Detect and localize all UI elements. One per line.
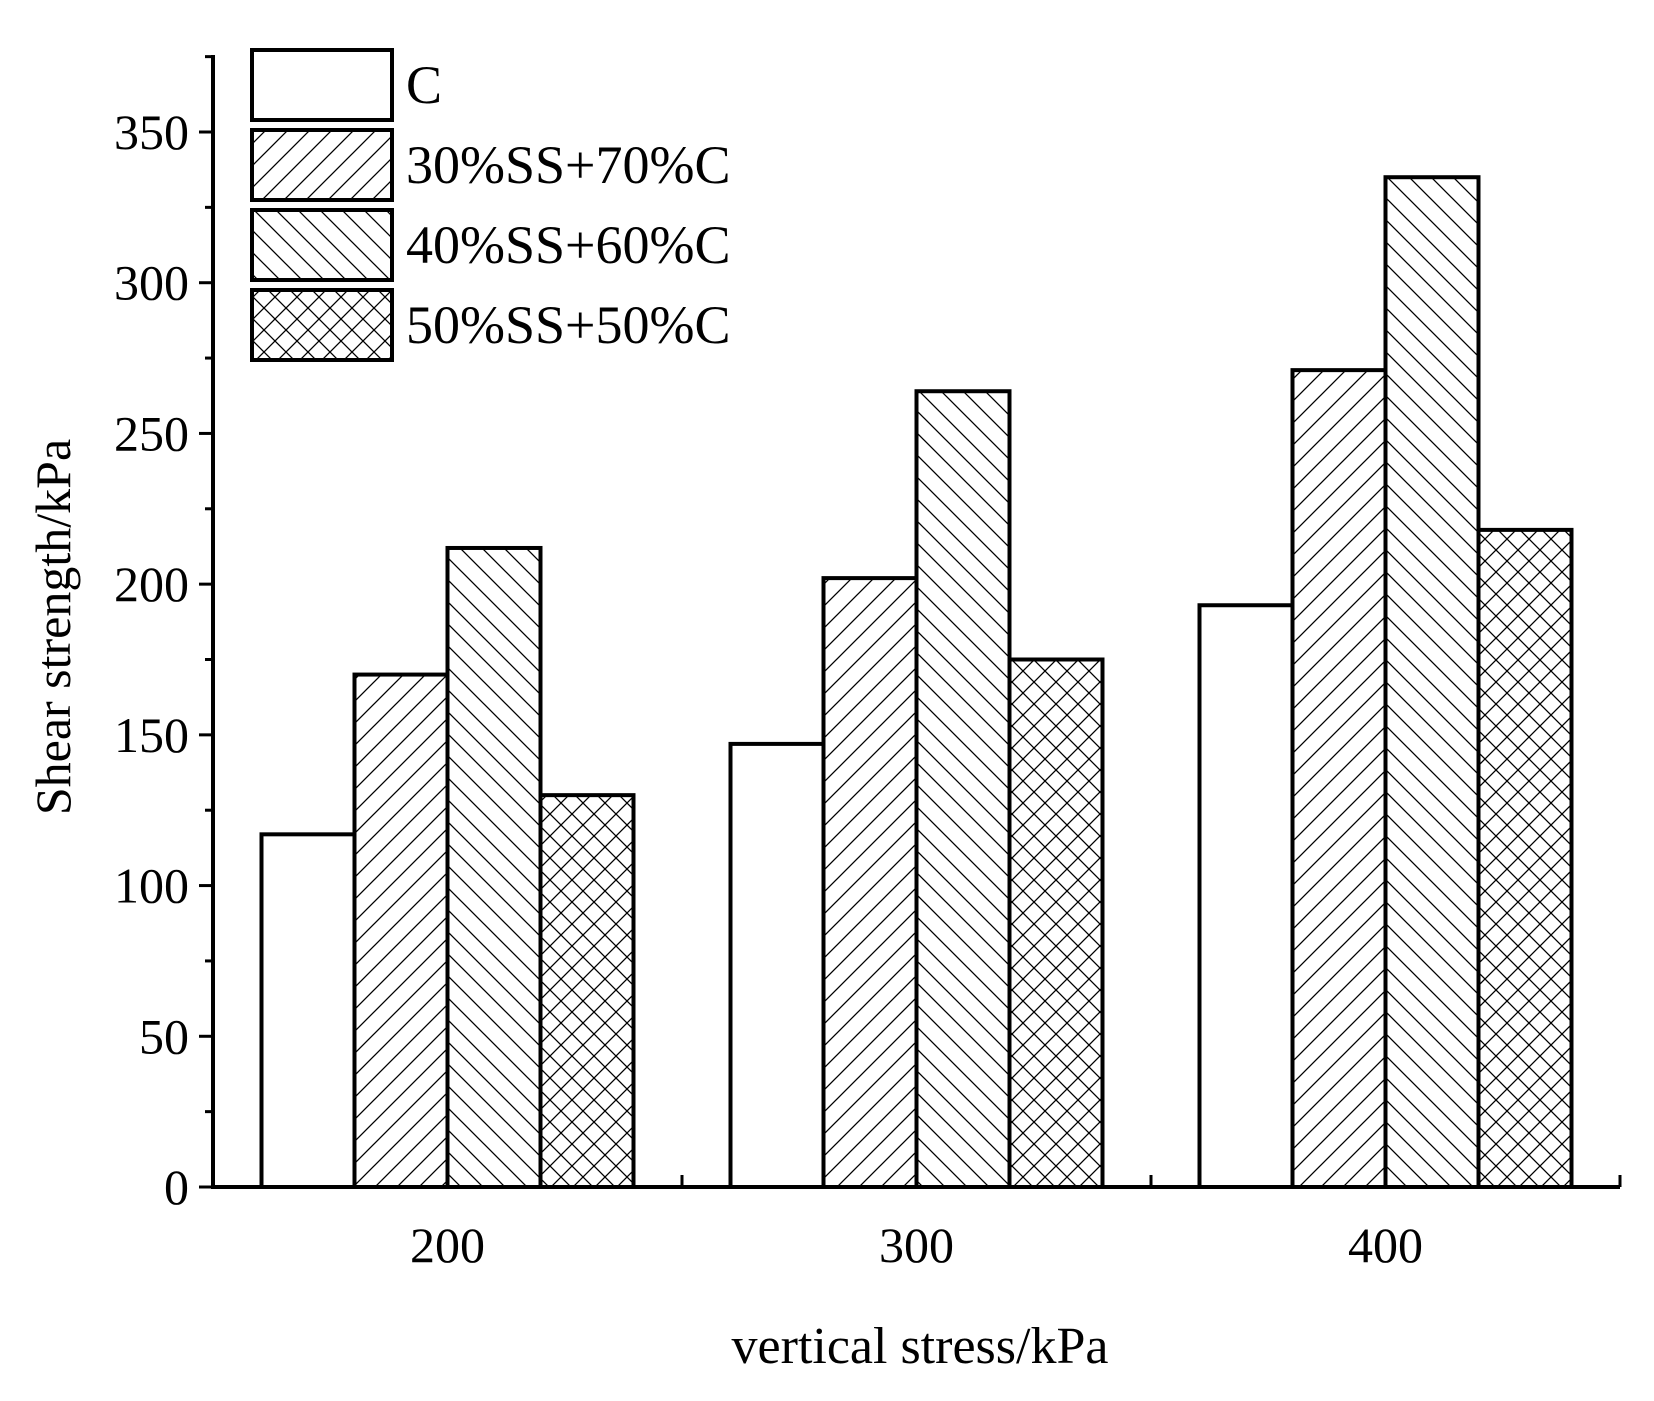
bar-400-40%SS+60%C <box>1383 175 1481 1189</box>
y-tick-label: 50 <box>139 1008 189 1064</box>
y-tick-label: 250 <box>114 405 189 461</box>
y-tick-label: 0 <box>164 1159 189 1215</box>
bar-200-40%SS+60%C <box>445 545 543 1189</box>
y-tick-label: 200 <box>114 556 189 612</box>
legend-label: 50%SS+50%C <box>406 295 731 355</box>
bar-400-30%SS+70%C <box>1290 368 1388 1189</box>
legend: C 30%SS+70%C 40%SS+60%C 50%SS+50%C <box>250 48 731 362</box>
bar-300-40%SS+60%C <box>914 389 1012 1189</box>
y-axis-title: Shear strength/kPa <box>25 439 81 815</box>
bar-400-50%SS+50%C <box>1476 527 1574 1189</box>
bar-200-30%SS+70%C <box>352 672 450 1189</box>
axes-layer: 0 50 100 150 200 250 300 350 200 300 400 <box>114 55 1622 1273</box>
y-tick-label: 150 <box>114 707 189 763</box>
bar-200-C <box>259 832 357 1189</box>
bar-300-30%SS+70%C <box>821 576 919 1189</box>
legend-swatch-40%SS+60%C <box>250 208 394 282</box>
legend-label: 30%SS+70%C <box>406 135 731 195</box>
x-tick-label: 300 <box>879 1217 954 1273</box>
x-tick-label: 400 <box>1348 1217 1423 1273</box>
bar-300-C <box>728 741 826 1190</box>
legend-label: 40%SS+60%C <box>406 215 731 275</box>
bar-300-50%SS+50%C <box>1007 657 1105 1189</box>
x-axis-title: vertical stress/kPa <box>732 1318 1109 1375</box>
bar-400-C <box>1197 603 1295 1189</box>
legend-label: C <box>406 55 442 115</box>
bar-200-50%SS+50%C <box>538 793 636 1190</box>
bars-layer <box>259 175 1574 1190</box>
legend-swatch-C <box>250 48 394 122</box>
legend-swatch-50%SS+50%C <box>250 288 394 362</box>
y-tick-label: 300 <box>114 255 189 311</box>
legend-swatch-30%SS+70%C <box>250 128 394 202</box>
y-tick-label: 100 <box>114 858 189 914</box>
x-tick-label: 200 <box>410 1217 485 1273</box>
y-tick-label: 350 <box>114 104 189 160</box>
